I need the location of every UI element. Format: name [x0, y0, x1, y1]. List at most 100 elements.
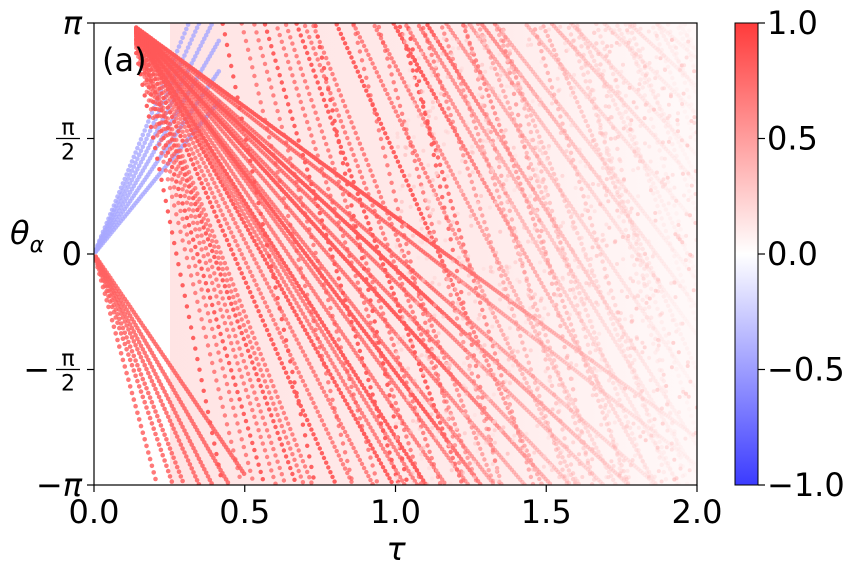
scatter-point — [581, 72, 586, 77]
scatter-point — [393, 400, 398, 406]
scatter-point — [342, 466, 348, 471]
scatter-point — [294, 86, 299, 91]
scatter-point — [410, 47, 415, 52]
scatter-point — [421, 73, 426, 78]
scatter-point — [212, 310, 217, 315]
scatter-point — [184, 189, 190, 194]
scatter-point — [663, 37, 669, 42]
scatter-point — [566, 393, 572, 398]
scatter-point — [210, 302, 215, 308]
scatter-point — [216, 255, 221, 260]
scatter-point — [478, 206, 483, 211]
scatter-point — [372, 179, 377, 184]
scatter-point — [169, 450, 175, 456]
scatter-point — [176, 220, 181, 226]
scatter-point — [433, 95, 439, 101]
scatter-point — [520, 263, 525, 269]
scatter-point — [328, 247, 333, 252]
scatter-point — [473, 125, 479, 131]
scatter-point — [243, 328, 249, 333]
scatter-point — [442, 156, 447, 161]
scatter-point — [404, 178, 409, 183]
scatter-point — [262, 257, 268, 262]
scatter-point — [431, 136, 436, 141]
scatter-point — [600, 410, 605, 415]
scatter-point — [129, 349, 135, 354]
scatter-point — [124, 315, 129, 320]
scatter-point — [180, 153, 185, 159]
scatter-point — [290, 329, 295, 334]
scatter-point — [492, 182, 498, 187]
scatter-point — [638, 289, 643, 294]
scatter-point — [205, 237, 211, 242]
scatter-point — [180, 424, 185, 430]
scatter-point — [611, 380, 616, 386]
scatter-point — [566, 143, 572, 148]
scatter-point — [296, 448, 301, 453]
scatter-point — [271, 342, 276, 347]
scatter-point — [465, 355, 470, 361]
scatter-point — [657, 194, 662, 199]
scatter-point — [212, 271, 217, 276]
scatter-point — [172, 132, 177, 137]
scatter-point — [478, 300, 483, 305]
scatter-point — [199, 266, 204, 271]
scatter-point — [126, 176, 131, 181]
scatter-point — [402, 173, 407, 179]
scatter-point — [478, 27, 483, 32]
scatter-point — [275, 430, 280, 436]
scatter-point — [147, 361, 153, 366]
scatter-point — [147, 142, 153, 147]
scatter-point — [252, 335, 257, 341]
scatter-point — [336, 88, 341, 93]
scatter-point — [387, 96, 392, 101]
scatter-point — [361, 66, 367, 72]
scatter-point — [537, 277, 542, 282]
scatter-point — [380, 83, 386, 88]
scatter-point — [305, 387, 310, 393]
scatter-point — [560, 121, 565, 126]
scatter-point — [172, 240, 177, 246]
scatter-point — [271, 272, 276, 277]
scatter-point — [347, 405, 352, 411]
scatter-point — [423, 221, 428, 226]
scatter-point — [480, 307, 485, 313]
scatter-point — [182, 183, 187, 188]
scatter-point — [298, 320, 303, 325]
scatter-point — [254, 304, 259, 309]
scatter-point — [146, 370, 151, 376]
scatter-point — [425, 124, 430, 129]
scatter-point — [174, 212, 179, 217]
scatter-point — [260, 295, 265, 301]
scatter-point — [399, 111, 405, 117]
scatter-point — [663, 477, 669, 482]
scatter-point — [298, 66, 303, 71]
scatter-point — [359, 461, 365, 467]
scatter-point — [243, 38, 249, 44]
scatter-point — [111, 302, 117, 308]
scatter-point — [691, 310, 696, 315]
scatter-point — [357, 49, 363, 54]
scatter-point — [178, 442, 184, 447]
scatter-point — [252, 390, 257, 395]
scatter-point — [264, 281, 270, 286]
scatter-point — [410, 96, 415, 101]
scatter-point — [560, 427, 565, 432]
scatter-point — [252, 366, 257, 371]
scatter-point — [380, 145, 386, 150]
scatter-point — [126, 318, 131, 324]
scatter-point — [406, 135, 411, 141]
scatter-point — [167, 418, 173, 424]
scatter-point — [309, 464, 314, 470]
scatter-point — [583, 452, 588, 457]
scatter-point — [691, 264, 696, 269]
scatter-point — [680, 36, 685, 41]
scatter-point — [194, 452, 200, 458]
scatter-point — [469, 371, 474, 376]
scatter-point — [191, 335, 196, 341]
scatter-point — [383, 154, 388, 159]
scatter-point — [126, 167, 131, 173]
scatter-point — [140, 394, 146, 400]
scatter-point — [197, 308, 202, 313]
scatter-point — [589, 133, 595, 138]
